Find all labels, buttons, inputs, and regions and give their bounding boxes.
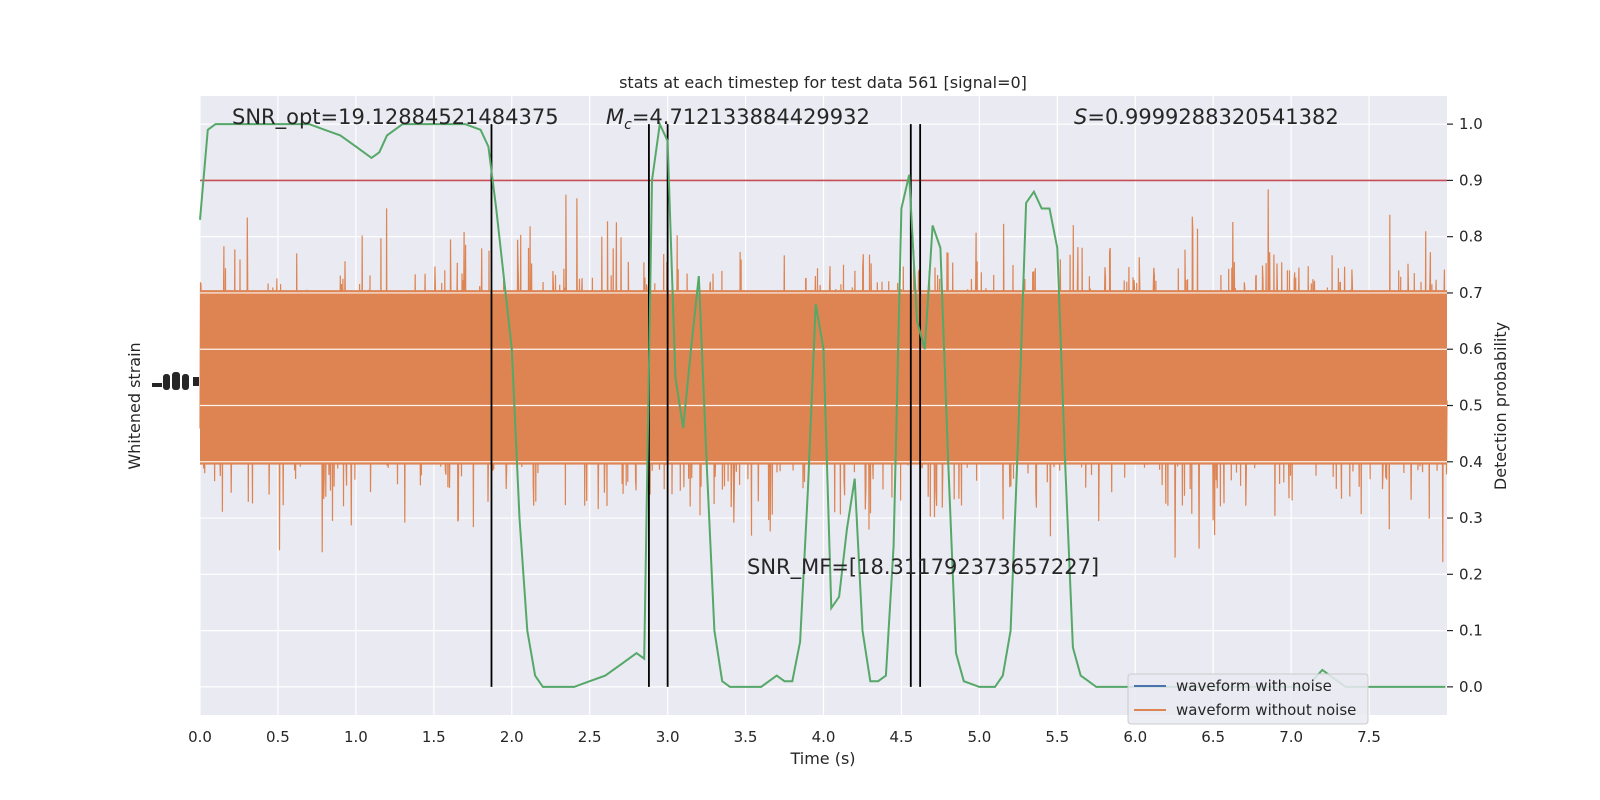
legend-box <box>1127 673 1369 725</box>
y-tick-label: 0.9 <box>1459 171 1483 189</box>
x-tick-label: 6.0 <box>1123 728 1147 746</box>
y-tick-label: 1.0 <box>1459 115 1483 133</box>
y-tick-label: 0.8 <box>1459 228 1483 246</box>
left-tick-cluster <box>152 372 199 390</box>
y-tick-label: 0.7 <box>1459 284 1483 302</box>
x-tick-label: 3.5 <box>734 728 758 746</box>
y-axis-label-left: Whitened strain <box>125 342 144 469</box>
x-tick-label: 6.5 <box>1201 728 1225 746</box>
snr-mf-annotation: SNR_MF=[18.311792373657227] <box>747 555 1099 580</box>
x-tick-label: 2.5 <box>578 728 602 746</box>
legend-label-without-noise: waveform without noise <box>1176 701 1356 719</box>
x-tick-label: 0.0 <box>188 728 212 746</box>
x-tick-label: 4.5 <box>890 728 914 746</box>
x-tick-label: 2.0 <box>500 728 524 746</box>
y-tick-label: 0.6 <box>1459 340 1483 358</box>
x-tick-label: 7.5 <box>1357 728 1381 746</box>
y-tick-label: 0.5 <box>1459 397 1483 415</box>
x-tick-label: 1.0 <box>344 728 368 746</box>
y-tick-label: 0.0 <box>1459 678 1483 696</box>
x-ticks: 0.0 0.5 1.0 1.5 2.0 2.5 3.0 3.5 4.0 4.5 5.0 5.5 6.0 6… <box>188 728 1381 746</box>
x-tick-label: 4.0 <box>812 728 836 746</box>
x-tick-label: 0.5 <box>266 728 290 746</box>
s-annotation: S=0.9999288320541382 <box>1074 105 1339 129</box>
y-axis-label-right: Detection probability <box>1491 322 1510 490</box>
x-tick-label: 5.0 <box>967 728 991 746</box>
mc-subscript: c <box>624 117 632 133</box>
x-tick-label: 5.5 <box>1045 728 1069 746</box>
x-tick-label: 7.0 <box>1279 728 1303 746</box>
x-axis-label: Time (s) <box>789 749 855 768</box>
y-tick-label: 0.1 <box>1459 622 1483 640</box>
x-tick-label: 3.0 <box>656 728 680 746</box>
y-tick-label: 0.3 <box>1459 509 1483 527</box>
legend: waveform with noise waveform without noi… <box>1127 673 1369 725</box>
mc-value: =4.712133884429932 <box>632 105 870 129</box>
y-tick-label: 0.4 <box>1459 453 1483 471</box>
legend-label-with-noise: waveform with noise <box>1176 677 1332 695</box>
mc-symbol: M <box>606 105 624 129</box>
y-tick-label: 0.2 <box>1459 565 1483 583</box>
snr-opt-annotation: SNR_opt=19.12884521484375 <box>232 105 559 130</box>
x-tick-label: 1.5 <box>422 728 446 746</box>
s-value: =0.9999288320541382 <box>1087 105 1338 129</box>
chart-title: stats at each timestep for test data 561… <box>619 73 1027 92</box>
mc-annotation: Mc=4.712133884429932 <box>606 105 870 133</box>
y-ticks-right: 0.0 0.1 0.2 0.3 0.4 0.5 0.6 0.7 0.8 0.9 1.0 <box>1447 115 1483 696</box>
s-symbol: S <box>1074 105 1087 129</box>
